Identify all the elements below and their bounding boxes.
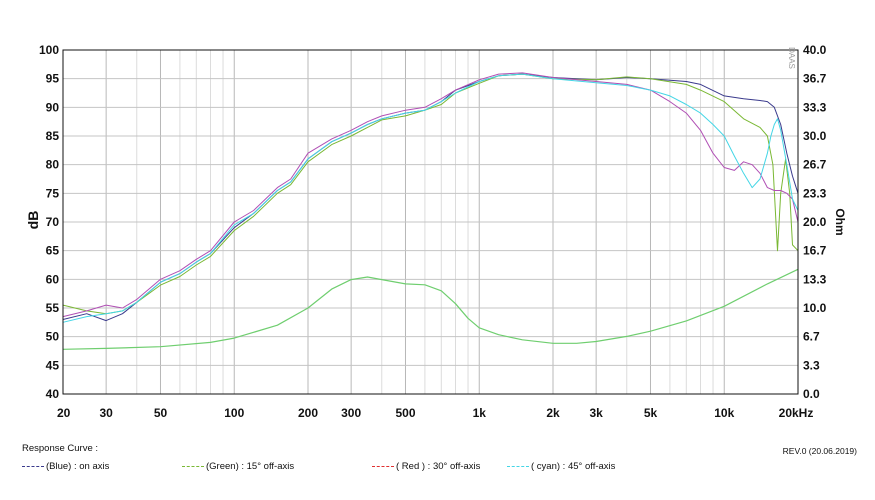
y2-tick-label: 40.0 bbox=[803, 43, 827, 57]
legend-label-red: ( Red ) : 30° off-axis bbox=[396, 461, 481, 472]
x-tick-label: 20 bbox=[57, 406, 71, 420]
chart-ticks: 20 30 50 100 200 300 500 1k 2k 3k 5k 10k 20kHz 40 45 50… bbox=[39, 43, 827, 420]
y-tick-label: 55 bbox=[46, 301, 60, 315]
y-tick-label: 95 bbox=[46, 72, 60, 86]
series-line-red-30-off-axis bbox=[62, 72, 799, 318]
series-line-green-15-off-axis bbox=[62, 73, 799, 315]
y2-tick-label: 13.3 bbox=[803, 272, 827, 286]
y-tick-label: 100 bbox=[39, 43, 59, 57]
watermark-text: DAAS bbox=[787, 47, 796, 69]
y-tick-label: 65 bbox=[46, 244, 60, 258]
y2-tick-label: 20.0 bbox=[803, 215, 827, 229]
y-tick-label: 45 bbox=[46, 358, 60, 372]
legend-title: Response Curve : bbox=[22, 443, 99, 454]
y2-tick-label: 6.7 bbox=[803, 330, 820, 344]
y2-axis-label: Ohm bbox=[833, 208, 847, 235]
legend-label-blue: (Blue) : on axis bbox=[46, 461, 110, 472]
y2-tick-label: 10.0 bbox=[803, 301, 827, 315]
legend-swatch-blue bbox=[22, 466, 44, 467]
chart-curves bbox=[62, 72, 799, 350]
legend-swatch-cyan bbox=[507, 466, 529, 467]
x-tick-label: 30 bbox=[99, 406, 113, 420]
y-axis-label: dB bbox=[25, 211, 41, 230]
y-tick-label: 40 bbox=[46, 387, 60, 401]
y2-tick-label: 36.7 bbox=[803, 72, 827, 86]
legend-label-cyan: ( cyan) : 45° off-axis bbox=[531, 461, 616, 472]
y2-tick-label: 26.7 bbox=[803, 158, 827, 172]
series-line-blue-on-axis bbox=[62, 73, 799, 322]
series-line-impedance bbox=[62, 268, 799, 350]
x-tick-label: 10k bbox=[714, 406, 734, 420]
legend-item-cyan: ( cyan) : 45° off-axis bbox=[507, 461, 615, 472]
x-tick-label: 1k bbox=[473, 406, 487, 420]
x-tick-label: 200 bbox=[298, 406, 318, 420]
x-tick-label: 50 bbox=[154, 406, 168, 420]
x-tick-label: 2k bbox=[546, 406, 560, 420]
series-line-cyan-45-off-axis bbox=[62, 73, 799, 323]
legend-swatch-green bbox=[182, 466, 204, 467]
y-tick-label: 90 bbox=[46, 100, 60, 114]
y2-tick-label: 23.3 bbox=[803, 186, 827, 200]
plot-frame bbox=[62, 49, 799, 395]
legend-label-green: (Green) : 15° off-axis bbox=[206, 461, 295, 472]
y2-tick-label: 0.0 bbox=[803, 387, 820, 401]
x-tick-label: 20kHz bbox=[779, 406, 814, 420]
x-tick-label: 300 bbox=[341, 406, 361, 420]
y-tick-label: 50 bbox=[46, 330, 60, 344]
legend-item-green: (Green) : 15° off-axis bbox=[182, 461, 294, 472]
y2-tick-label: 30.0 bbox=[803, 129, 827, 143]
revision-label: REV.0 (20.06.2019) bbox=[782, 446, 857, 456]
chart-grid bbox=[63, 50, 798, 394]
y-tick-label: 75 bbox=[46, 186, 60, 200]
y-tick-label: 80 bbox=[46, 158, 60, 172]
y2-tick-label: 33.3 bbox=[803, 100, 827, 114]
y2-tick-label: 3.3 bbox=[803, 358, 820, 372]
y-tick-label: 70 bbox=[46, 215, 60, 229]
x-tick-label: 3k bbox=[589, 406, 603, 420]
legend-item-blue: (Blue) : on axis bbox=[22, 461, 109, 472]
x-tick-label: 500 bbox=[395, 406, 415, 420]
x-tick-label: 5k bbox=[644, 406, 658, 420]
y-tick-label: 85 bbox=[46, 129, 60, 143]
y2-tick-label: 16.7 bbox=[803, 244, 827, 258]
y-tick-label: 60 bbox=[46, 272, 60, 286]
legend-swatch-red bbox=[372, 466, 394, 467]
legend-item-red: ( Red ) : 30° off-axis bbox=[372, 461, 480, 472]
x-tick-label: 100 bbox=[224, 406, 244, 420]
